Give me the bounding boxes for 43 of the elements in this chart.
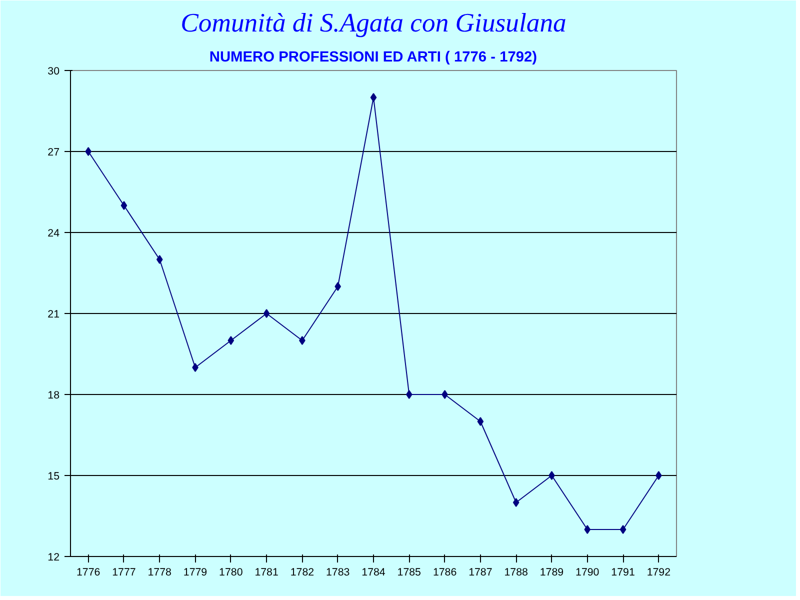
- x-tick-label: 1792: [646, 566, 671, 578]
- x-tick-label: 1779: [183, 566, 208, 578]
- x-tick-label: 1788: [504, 566, 528, 578]
- point: [656, 471, 662, 480]
- point: [299, 336, 306, 345]
- y-tick-label: 15: [48, 470, 60, 482]
- y-tick-label: 27: [48, 146, 60, 158]
- point: [334, 282, 342, 291]
- x-tick-label: 1778: [148, 566, 172, 578]
- x-tick-label: 1777: [112, 566, 136, 578]
- point: [192, 363, 198, 372]
- x-tick-label: 1784: [362, 566, 386, 578]
- chart-title: Comunità di S.Agata con Giusulana: [180, 8, 566, 38]
- point: [406, 390, 412, 399]
- x-tick-label: 1790: [576, 566, 600, 578]
- x-tick-label: 1791: [611, 566, 635, 578]
- y-tick-label: 30: [48, 66, 60, 78]
- point: [620, 525, 626, 534]
- point: [228, 336, 234, 345]
- point: [120, 201, 128, 210]
- x-tick-label: 1789: [540, 566, 564, 578]
- x-tick-label: 1787: [468, 566, 492, 578]
- point: [548, 471, 555, 480]
- y-tick-label: 24: [48, 228, 60, 240]
- point: [584, 525, 591, 534]
- y-tick-label: 18: [48, 390, 60, 402]
- point: [263, 309, 270, 318]
- x-tick-label: 1786: [432, 566, 457, 578]
- x-tick-label: 1783: [326, 566, 350, 578]
- y-tick-label: 12: [48, 552, 60, 564]
- point: [85, 147, 92, 156]
- x-tick-label: 1782: [290, 566, 314, 578]
- x-tick-label: 1780: [219, 566, 243, 578]
- point: [156, 255, 163, 264]
- x-tick-label: 1785: [397, 566, 422, 578]
- point: [512, 498, 520, 507]
- x-tick-label: 1781: [254, 566, 278, 578]
- point: [477, 417, 484, 426]
- y-tick-label: 21: [48, 308, 60, 320]
- chart-subtitle: NUMERO PROFESSIONI ED ARTI ( 1776 - 1792): [209, 50, 538, 66]
- x-tick-label: 1776: [76, 566, 100, 578]
- point: [370, 93, 377, 102]
- point: [442, 390, 448, 399]
